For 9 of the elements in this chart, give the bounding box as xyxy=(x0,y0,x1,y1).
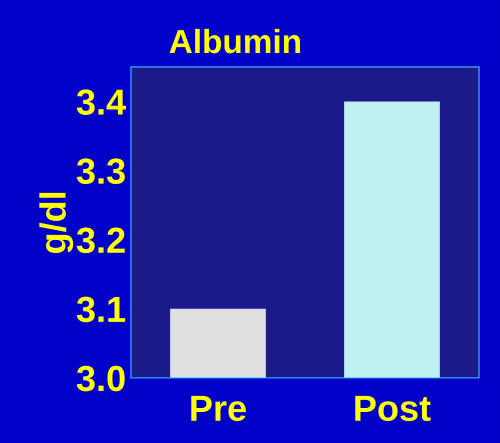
y-tick-label: 3.3 xyxy=(76,158,125,184)
x-tick-label: Post xyxy=(355,396,431,422)
y-tick-label: 3.4 xyxy=(76,89,126,115)
x-tick-label: Pre xyxy=(191,396,246,422)
chart-title: Albumin xyxy=(170,28,300,54)
y-tick-label: 3.0 xyxy=(76,366,125,392)
y-axis-title: g/dl xyxy=(39,192,74,253)
y-tick-label: 3.1 xyxy=(76,296,126,322)
y-tick-label: 3.2 xyxy=(76,228,125,254)
